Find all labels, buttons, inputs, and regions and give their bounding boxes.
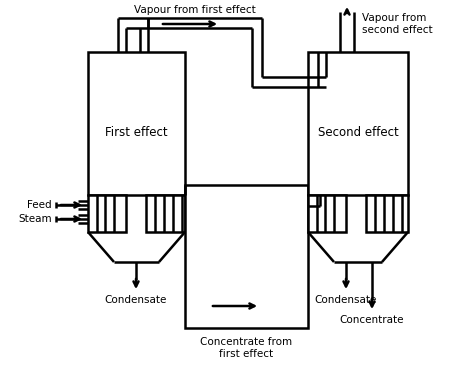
Bar xyxy=(88,195,126,232)
Bar xyxy=(366,195,408,232)
Text: Steam: Steam xyxy=(18,214,52,224)
Text: Condensate: Condensate xyxy=(105,295,167,305)
Text: Vapour from first effect: Vapour from first effect xyxy=(134,5,256,15)
Text: Feed: Feed xyxy=(27,200,52,210)
Text: Condensate: Condensate xyxy=(315,295,377,305)
Text: First effect: First effect xyxy=(105,126,167,139)
Bar xyxy=(185,185,308,328)
Text: Concentrate from
first effect: Concentrate from first effect xyxy=(200,337,292,359)
Text: Vapour from
second effect: Vapour from second effect xyxy=(362,13,433,35)
Bar xyxy=(146,195,185,232)
Bar xyxy=(308,195,346,232)
Text: Concentrate: Concentrate xyxy=(340,315,404,325)
Bar xyxy=(88,52,185,195)
Text: Second effect: Second effect xyxy=(318,126,398,139)
Bar xyxy=(308,52,408,195)
